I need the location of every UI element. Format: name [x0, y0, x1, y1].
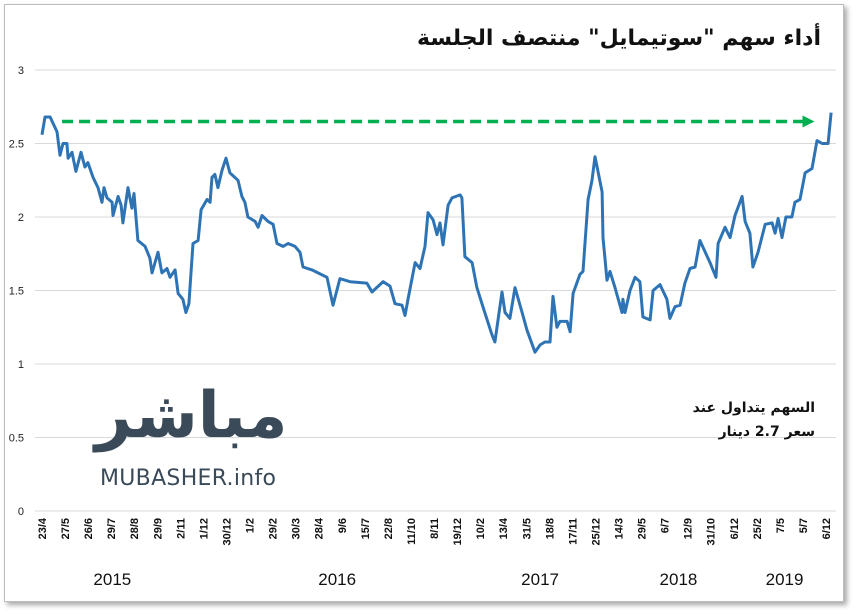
x-axis-ticks: 23/4 27/5 26/6 29/7 28/8 29/9 2/11 1/12 30/12 1/2…	[37, 517, 833, 545]
x-tick-label: 10/2	[475, 518, 487, 539]
series-lines	[40, 112, 833, 354]
x-tick-label: 23/4	[37, 517, 49, 539]
x-tick-label: 6/12	[821, 518, 833, 539]
gridlines	[35, 69, 836, 512]
x-tick-label: 31/5	[521, 518, 533, 539]
y-tick-label: 1.5	[9, 286, 24, 298]
x-tick-label: 1/12	[198, 518, 210, 539]
x-tick-label: 8/11	[429, 518, 441, 539]
annotation-line-1: السهم يتداول عند	[692, 400, 815, 416]
mubasher-logo-arabic: مباشر	[95, 379, 288, 453]
price-series-line	[40, 112, 833, 354]
x-tick-label: 25/12	[590, 518, 602, 546]
x-tick-label: 31/10	[706, 518, 718, 546]
x-tick-label: 28/8	[129, 518, 141, 539]
year-label: 2018	[659, 570, 698, 589]
x-tick-label: 6/12	[729, 518, 741, 539]
y-tick-label: 0.5	[9, 433, 24, 445]
x-tick-label: 29/5	[637, 518, 649, 539]
chart-frame	[4, 4, 844, 602]
x-tick-label: 15/7	[360, 518, 372, 539]
arrow-head-icon	[802, 115, 815, 128]
mubasher-logo-latin: MUBASHER.info	[100, 466, 277, 491]
x-tick-label: 13/4	[498, 517, 510, 539]
reference-arrow	[62, 115, 815, 128]
x-tick-label: 1/2	[245, 518, 257, 533]
y-tick-label: 0	[18, 506, 24, 518]
x-tick-label: 9/6	[337, 518, 349, 533]
x-tick-label: 29/7	[106, 518, 118, 539]
y-tick-label: 3	[18, 65, 24, 77]
x-tick-label: 29/2	[268, 518, 280, 539]
x-tick-label: 30/3	[291, 518, 303, 539]
x-tick-label: 26/6	[83, 518, 95, 539]
y-tick-label: 1	[18, 359, 24, 371]
y-tick-label: 2	[18, 212, 24, 224]
x-tick-label: 2/11	[175, 518, 187, 539]
x-tick-label: 6/7	[660, 518, 672, 533]
y-tick-label: 2.5	[9, 139, 24, 151]
x-tick-label: 30/12	[221, 518, 233, 546]
x-tick-label: 14/3	[614, 518, 626, 539]
x-tick-label: 29/9	[152, 518, 164, 539]
year-label: 2016	[318, 570, 357, 589]
x-tick-label: 5/7	[798, 518, 810, 533]
x-tick-label: 28/4	[314, 517, 326, 539]
x-tick-label: 11/10	[406, 518, 418, 545]
year-label: 2019	[765, 570, 804, 589]
x-tick-label: 18/8	[544, 518, 556, 539]
year-label: 2015	[93, 570, 132, 589]
price-annotation: السهم يتداول عند سعر 2.7 دينار	[693, 396, 815, 444]
annotation-line-2: سعر 2.7 دينار	[718, 424, 815, 440]
x-tick-label: 22/8	[383, 518, 395, 539]
x-tick-label: 7/5	[775, 518, 787, 533]
y-axis-ticks: 0 0.5 1 1.5 2 2.5 3	[9, 65, 24, 518]
x-tick-label: 19/12	[452, 518, 464, 546]
x-tick-label: 12/9	[683, 518, 695, 539]
chart-title: أداء سهم "سوتيمايل" منتصف الجلسة	[417, 26, 821, 51]
year-label: 2017	[521, 570, 560, 589]
x-tick-label: 27/5	[60, 518, 72, 539]
x-tick-label: 25/2	[752, 518, 764, 539]
x-tick-label: 17/11	[567, 518, 579, 545]
